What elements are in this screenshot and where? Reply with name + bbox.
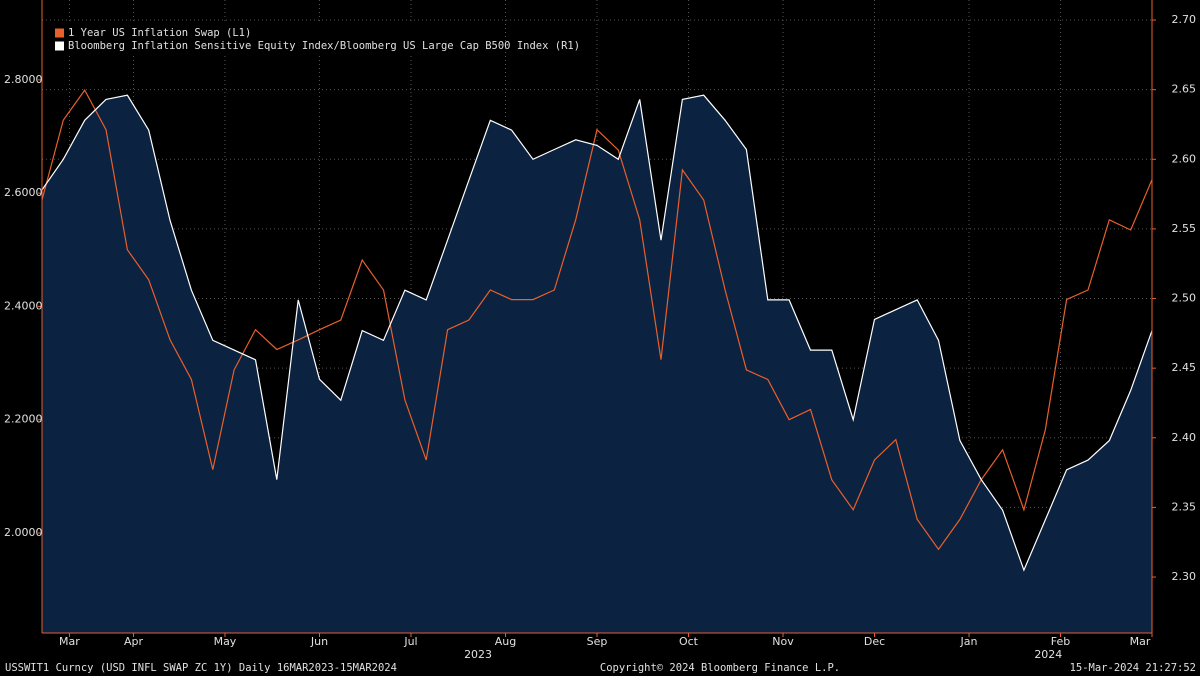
y-tick-label: 2.4000 — [4, 299, 43, 312]
year-label: 2024 — [1034, 648, 1062, 661]
legend-label: 1 Year US Inflation Swap (L1) — [68, 27, 251, 39]
y2-tick-label: 2.30 — [1172, 570, 1197, 583]
x-tick-label: Mar — [1130, 635, 1151, 648]
y2-tick-label: 2.50 — [1172, 292, 1197, 305]
footer-left: USSWIT1 Curncy (USD INFL SWAP ZC 1Y) Dai… — [5, 662, 397, 674]
y2-tick-label: 2.45 — [1172, 361, 1197, 374]
y2-tick-label: 2.35 — [1172, 500, 1197, 513]
y2-tick-label: 2.60 — [1172, 152, 1197, 165]
plot — [41, 0, 1153, 633]
x-tick-label: Apr — [124, 635, 144, 648]
footer-center: Copyright© 2024 Bloomberg Finance L.P. — [600, 662, 840, 674]
y2-tick-label: 2.55 — [1172, 222, 1197, 235]
y-tick-label: 2.6000 — [4, 186, 43, 199]
x-tick-label: Nov — [772, 635, 794, 648]
legend-swatch — [55, 28, 64, 38]
x-tick-label: Jul — [403, 635, 417, 648]
footer-right: 15-Mar-2024 21:27:52 — [1070, 662, 1196, 674]
x-tick-label: Oct — [679, 635, 699, 648]
year-label: 2023 — [464, 648, 492, 661]
y-tick-label: 2.8000 — [4, 73, 43, 86]
y-tick-label: 2.0000 — [4, 526, 43, 539]
line — [41, 94, 1153, 572]
x-tick-label: Dec — [864, 635, 885, 648]
y2-tick-label: 2.65 — [1172, 83, 1197, 96]
y-tick-label: 2.2000 — [4, 413, 43, 426]
y2-tick-label: 2.70 — [1172, 13, 1197, 26]
x-tick-label: Aug — [495, 635, 516, 648]
x-tick-label: Jun — [310, 635, 328, 648]
x-tick-label: Feb — [1051, 635, 1070, 648]
x-tick-label: Jan — [960, 635, 978, 648]
area — [42, 95, 1152, 633]
x-tick-label: May — [214, 635, 237, 648]
line — [41, 88, 1153, 551]
legend-label: Bloomberg Inflation Sensitive Equity Ind… — [68, 40, 580, 52]
legend-box — [48, 22, 500, 56]
x-tick-label: Mar — [59, 635, 80, 648]
legend-swatch — [55, 41, 64, 51]
x-tick-label: Sep — [587, 635, 608, 648]
y2-tick-label: 2.40 — [1172, 431, 1197, 444]
